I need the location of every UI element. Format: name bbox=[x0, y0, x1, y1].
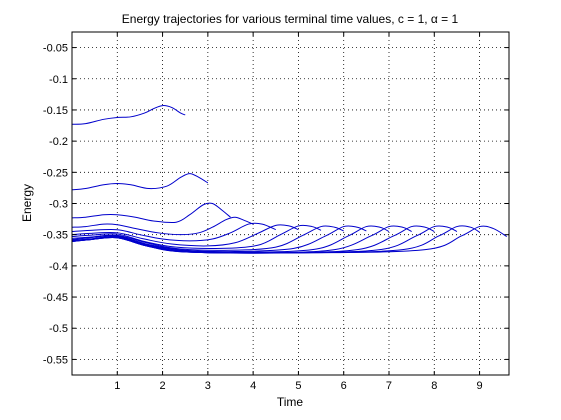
y-tick-label: -0.05 bbox=[43, 43, 68, 55]
x-tick-label: 6 bbox=[341, 380, 347, 392]
trajectory-line-9 bbox=[71, 225, 367, 253]
x-tick-label: 3 bbox=[205, 380, 211, 392]
y-tick-label: -0.45 bbox=[43, 292, 68, 304]
y-tick-label: -0.3 bbox=[49, 199, 68, 211]
y-tick-label: -0.55 bbox=[43, 354, 68, 366]
x-tick-label: 4 bbox=[250, 380, 256, 392]
x-tick-label: 7 bbox=[386, 380, 392, 392]
x-tick-label: 8 bbox=[431, 380, 437, 392]
x-tick-label: 1 bbox=[114, 380, 120, 392]
y-tick-label: -0.4 bbox=[49, 261, 68, 273]
trajectory-line-5 bbox=[71, 222, 276, 242]
y-tick-label: -0.2 bbox=[49, 136, 68, 148]
chart-title: Energy trajectories for various terminal… bbox=[122, 12, 459, 26]
trajectory-line-2 bbox=[71, 173, 209, 191]
x-axis-label: Time bbox=[277, 395, 304, 409]
axis-ticks bbox=[72, 32, 509, 375]
y-tick-label: -0.5 bbox=[49, 323, 68, 335]
trajectory-line-1 bbox=[71, 105, 186, 125]
trajectory-line-6 bbox=[71, 224, 299, 247]
x-tick-label: 2 bbox=[160, 380, 166, 392]
y-tick-label: -0.15 bbox=[43, 105, 68, 117]
trajectory-line-4 bbox=[71, 216, 254, 236]
y-tick-label: -0.25 bbox=[43, 167, 68, 179]
grid-lines bbox=[72, 32, 509, 375]
y-axis-label: Energy bbox=[20, 184, 34, 222]
trajectory-line-7 bbox=[71, 224, 322, 249]
trajectory-line-3 bbox=[71, 202, 231, 224]
trajectory-line-15 bbox=[71, 225, 508, 254]
plot-area bbox=[72, 32, 509, 375]
y-tick-label: -0.35 bbox=[43, 230, 68, 242]
y-tick-labels: -0.05 -0.1 -0.15 -0.2 -0.25 -0.3 -0.35 -0.4 -0.4… bbox=[43, 43, 68, 367]
y-tick-label: -0.1 bbox=[49, 74, 68, 86]
series-lines bbox=[71, 105, 508, 254]
x-tick-label: 5 bbox=[295, 380, 301, 392]
trajectory-line-8 bbox=[71, 225, 344, 251]
trajectory-line-10 bbox=[71, 225, 390, 253]
x-tick-label: 9 bbox=[477, 380, 483, 392]
x-tick-labels: 1 2 3 4 5 6 7 8 9 bbox=[114, 380, 482, 392]
